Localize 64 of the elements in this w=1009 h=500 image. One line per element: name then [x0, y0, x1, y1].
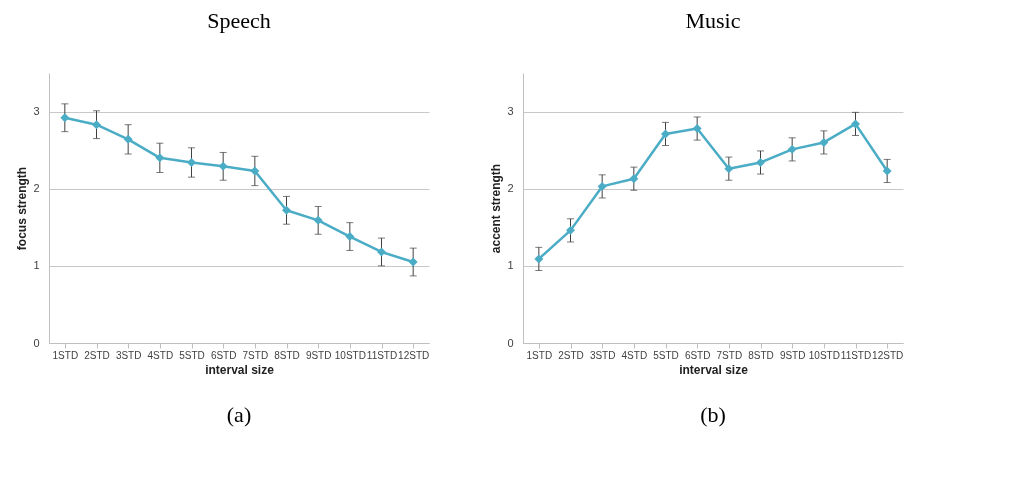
- point: [882, 166, 892, 176]
- y-tick-label: 2: [507, 182, 514, 195]
- point: [187, 158, 196, 167]
- point: [629, 174, 639, 184]
- point: [597, 181, 607, 191]
- point: [566, 225, 575, 235]
- x-tick-label: 12STD: [398, 349, 430, 361]
- x-tick-label: 10STD: [808, 349, 840, 361]
- x-tick-label: 7STD: [716, 349, 743, 361]
- point: [534, 254, 544, 264]
- y-tick-label: 0: [507, 336, 514, 349]
- point: [787, 144, 797, 154]
- x-tick-label: 3STD: [589, 349, 616, 361]
- text: (b): [700, 402, 726, 427]
- x-tick-label: 4STD: [621, 349, 648, 361]
- x-tick-label: 5STD: [179, 349, 205, 361]
- text: (a): [226, 402, 252, 427]
- x-axis-title: interval size: [679, 362, 749, 377]
- x-tick-label: 10STD: [334, 349, 366, 361]
- point: [851, 119, 860, 129]
- y-axis-title: focus strength: [15, 166, 30, 251]
- point: [819, 137, 829, 147]
- x-tick-label: 1STD: [526, 349, 553, 361]
- point: [313, 215, 323, 225]
- y-tick-label: 0: [33, 336, 40, 349]
- x-tick-label: 9STD: [305, 349, 332, 361]
- point: [408, 257, 418, 267]
- point: [724, 164, 734, 174]
- x-tick-label: 2STD: [558, 349, 584, 361]
- point: [92, 120, 101, 130]
- point: [218, 161, 228, 171]
- x-tick-label: 3STD: [115, 349, 142, 361]
- chart-title: Speech: [207, 8, 271, 33]
- y-axis-title: accent strength: [489, 163, 504, 254]
- x-tick-label: 11STD: [840, 349, 872, 361]
- point: [345, 232, 355, 242]
- x-tick-label: 12STD: [872, 349, 904, 361]
- x-tick-label: 2STD: [84, 349, 110, 361]
- x-tick-label: 6STD: [684, 349, 711, 361]
- x-tick-label: 8STD: [274, 349, 300, 361]
- point: [123, 134, 133, 144]
- x-axis-title: interval size: [205, 362, 275, 377]
- x-tick-label: 4STD: [147, 349, 174, 361]
- point: [692, 124, 702, 134]
- x-tick-label: 6STD: [210, 349, 237, 361]
- y-tick-label: 1: [507, 259, 514, 272]
- y-tick-label: 3: [33, 105, 40, 118]
- point: [250, 166, 260, 176]
- x-tick-label: 7STD: [242, 349, 269, 361]
- point: [60, 113, 70, 123]
- x-tick-label: 11STD: [366, 349, 398, 361]
- point: [377, 247, 386, 257]
- point: [155, 153, 165, 163]
- x-tick-label: 1STD: [52, 349, 79, 361]
- y-tick-label: 3: [507, 105, 514, 118]
- x-tick-label: 9STD: [779, 349, 806, 361]
- y-tick-label: 1: [33, 259, 40, 272]
- x-tick-label: 8STD: [748, 349, 774, 361]
- y-tick-label: 2: [33, 182, 40, 195]
- point: [661, 129, 670, 139]
- point: [756, 158, 765, 167]
- point: [282, 205, 291, 215]
- x-tick-label: 5STD: [653, 349, 679, 361]
- chart-title: Music: [685, 8, 741, 33]
